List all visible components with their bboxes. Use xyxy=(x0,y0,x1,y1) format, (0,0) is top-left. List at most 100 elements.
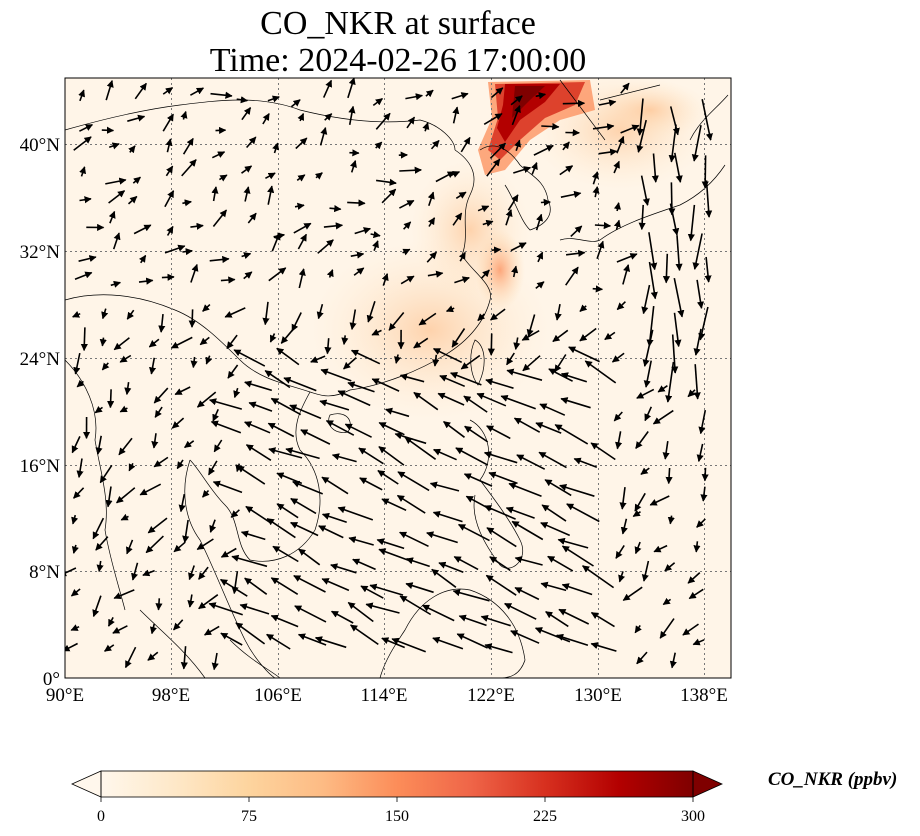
wind-arrow xyxy=(113,337,130,351)
wind-arrow xyxy=(557,537,589,549)
wind-arrow xyxy=(591,171,599,185)
wind-arrow xyxy=(165,138,173,153)
wind-arrow xyxy=(128,145,136,154)
wind-arrow xyxy=(381,188,397,204)
lon-tick-label: 138°E xyxy=(680,685,728,706)
wind-arrow xyxy=(290,497,317,515)
wind-arrow xyxy=(173,541,186,553)
wind-arrow xyxy=(433,448,457,461)
wind-arrow xyxy=(513,417,541,433)
wind-arrow xyxy=(582,565,615,589)
wind-arrow xyxy=(535,422,562,434)
wind-arrow xyxy=(354,227,371,235)
wind-arrow xyxy=(673,312,682,348)
wind-arrow xyxy=(604,331,616,341)
wind-arrow xyxy=(480,615,511,627)
wind-arrow xyxy=(491,246,502,254)
wind-arrow xyxy=(147,651,159,661)
wind-arrow xyxy=(427,270,444,278)
wind-arrow xyxy=(504,602,537,620)
wind-arrow xyxy=(531,162,538,175)
wind-arrow xyxy=(648,232,658,271)
wind-arrow xyxy=(506,352,515,366)
wind-arrow xyxy=(112,232,121,250)
wind-arrow xyxy=(561,583,593,596)
wind-arrow xyxy=(485,574,517,596)
wind-arrow xyxy=(262,112,270,125)
wind-arrow xyxy=(693,364,701,400)
wind-arrow xyxy=(343,357,357,370)
wind-arrow xyxy=(231,570,239,595)
wind-arrow xyxy=(118,437,133,456)
wind-arrow xyxy=(209,398,243,410)
wind-arrow xyxy=(510,95,523,106)
wind-arrow xyxy=(319,399,350,411)
colorbar-extend-min xyxy=(71,770,102,798)
wind-arrow xyxy=(138,254,147,264)
wind-arrow xyxy=(506,368,543,381)
wind-arrow xyxy=(337,506,374,521)
wind-arrow xyxy=(399,166,422,174)
wind-arrow xyxy=(693,541,701,553)
wind-arrow xyxy=(155,598,163,611)
wind-arrow xyxy=(350,251,365,259)
wind-arrow xyxy=(202,489,210,498)
wind-arrow xyxy=(267,95,280,103)
wind-arrow xyxy=(161,273,175,281)
wind-arrow xyxy=(267,185,275,205)
wind-arrow xyxy=(590,642,617,652)
wind-arrow xyxy=(324,113,333,121)
wind-arrow xyxy=(188,309,196,328)
lat-tick-label: 16°N xyxy=(20,456,61,477)
wind-arrow xyxy=(176,459,184,470)
colorbar-extend-max xyxy=(692,770,723,798)
wind-arrow xyxy=(554,424,589,445)
wind-arrow xyxy=(618,571,626,583)
wind-arrow xyxy=(210,91,233,99)
wind-arrow xyxy=(248,401,273,412)
wind-arrow xyxy=(651,153,659,183)
wind-arrow xyxy=(431,568,457,588)
wind-arrow xyxy=(321,512,347,523)
wind-arrow xyxy=(78,89,85,102)
wind-arrow xyxy=(482,219,494,227)
wind-arrow xyxy=(565,266,579,286)
wind-arrow xyxy=(511,520,544,541)
wind-arrow xyxy=(262,301,270,326)
wind-arrow xyxy=(199,336,210,346)
wind-arrow xyxy=(489,556,511,572)
wind-arrow xyxy=(640,467,650,475)
wind-arrow xyxy=(353,267,365,276)
wind-arrow xyxy=(324,338,332,355)
wind-arrow xyxy=(226,334,238,350)
wind-arrow xyxy=(558,608,590,625)
lat-tick-label: 32°N xyxy=(20,242,61,263)
wind-arrow xyxy=(463,395,488,413)
wind-arrow xyxy=(704,256,712,283)
wind-arrow xyxy=(463,473,493,487)
wind-arrow xyxy=(372,97,383,107)
wind-arrow xyxy=(513,166,532,174)
wind-arrow xyxy=(693,328,702,356)
wind-arrow xyxy=(566,503,600,523)
wind-arrow xyxy=(377,469,399,485)
wind-arrow xyxy=(513,337,521,351)
wind-arrow xyxy=(70,624,80,631)
wind-arrow xyxy=(613,160,620,174)
wind-arrow xyxy=(352,558,376,571)
wind-arrow xyxy=(341,335,349,346)
wind-arrow xyxy=(348,105,356,125)
wind-arrow xyxy=(270,614,299,628)
wind-arrow xyxy=(298,548,321,566)
wind-arrow xyxy=(134,82,147,100)
colorbar-tick-label: 225 xyxy=(533,808,557,825)
wind-arrow xyxy=(270,577,299,595)
wind-arrow xyxy=(643,360,652,388)
wind-arrow xyxy=(667,515,675,525)
wind-arrow xyxy=(212,408,219,422)
wind-arrow xyxy=(158,314,166,333)
wind-arrow xyxy=(378,548,412,562)
wind-arrow xyxy=(458,251,466,262)
wind-arrow xyxy=(460,354,481,370)
